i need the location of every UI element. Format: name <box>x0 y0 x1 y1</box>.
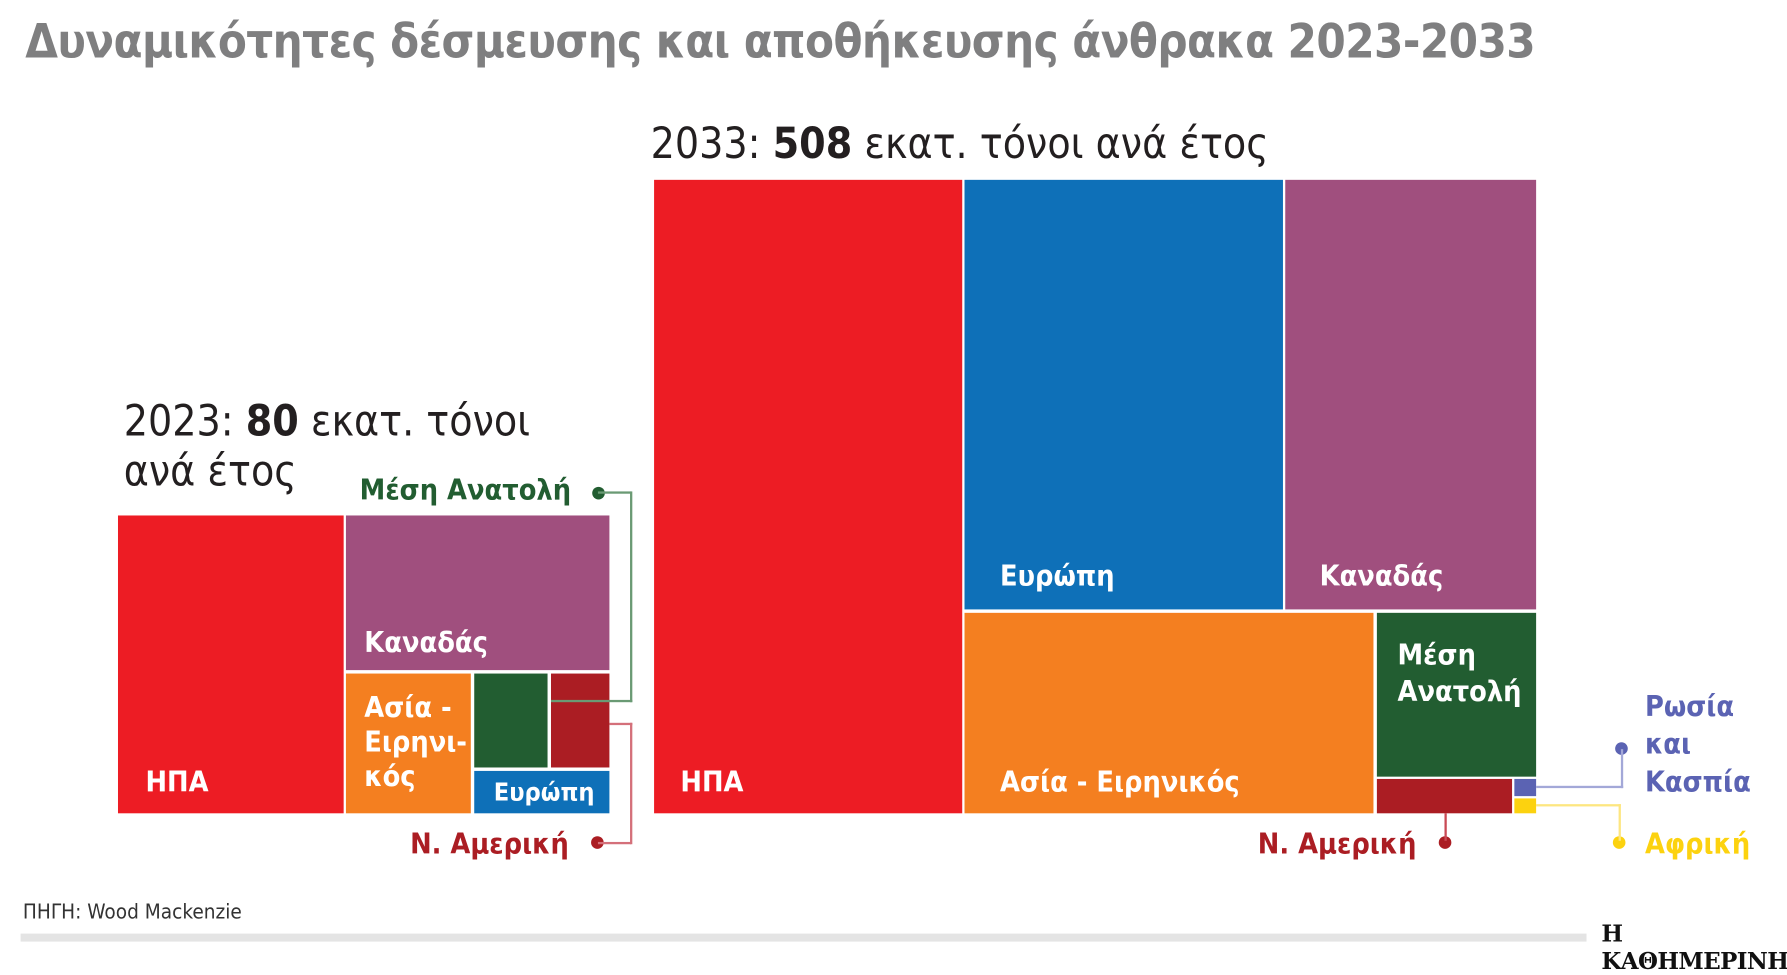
cell-2023-south-america <box>550 673 610 768</box>
label-2033-me-line2: Ανατολή <box>1397 674 1522 708</box>
callout-2023-south-america: Ν. Αμερική <box>410 827 569 861</box>
leader-line <box>597 491 632 494</box>
label-2033-me-line1: Μέση <box>1397 638 1476 672</box>
label-2023-asia-line3: κός <box>364 759 416 793</box>
leader-line <box>597 841 632 845</box>
cell-2023-canada <box>345 515 610 671</box>
chart-title: Δυναμικότητες δέσμευσης και αποθήκευσης … <box>25 13 1536 69</box>
label-2033-middle-east: Μέση Ανατολή <box>1398 637 1522 710</box>
callout-2033-africa: Αφρική <box>1644 827 1751 861</box>
leader-line <box>630 722 633 845</box>
callout-2033-russia-caspian: Ρωσία και Κασπία <box>1645 687 1751 800</box>
cell-2033-middle-east <box>1376 612 1537 777</box>
cell-2033-usa <box>654 179 963 814</box>
label-2023-asia-pacific: Ασία - Ειρηνι- κός <box>364 691 467 794</box>
total-2033: 2033: 508 εκατ. τόνοι ανά έτος <box>651 119 1269 169</box>
year-label-2023: 2023: <box>123 396 234 446</box>
cell-2033-south-america <box>1376 778 1513 814</box>
label-2023-asia-line1: Ασία - <box>364 690 452 724</box>
callout-dot-2033-russia <box>1615 742 1628 755</box>
publisher-logo: Η ΚΑΘΗΜΕΡΙΝΗ <box>1601 919 1787 975</box>
cell-2023-asia-pacific <box>345 673 471 814</box>
cell-2023-usa <box>117 515 344 814</box>
infographic: Δυναμικότητες δέσμευσης και αποθήκευσης … <box>20 13 1787 975</box>
callout-2023-middle-east: Μέση Ανατολή <box>359 473 572 507</box>
callout-russia-line3: Κασπία <box>1644 765 1751 799</box>
label-2033-asia-pacific: Ασία - Ειρηνικός <box>1000 765 1240 799</box>
callout-russia-line1: Ρωσία <box>1644 689 1735 723</box>
total-2023: 2023: 80 εκατ. τόνοι ανά έτος <box>124 396 530 497</box>
total-unit-2023-line2: ανά έτος <box>123 446 297 497</box>
label-2023-canada: Καναδάς <box>364 625 488 659</box>
cell-2033-russia-caspian <box>1514 778 1537 797</box>
callout-dot-2033-south-america <box>1438 836 1452 849</box>
callout-2033-south-america: Ν. Αμερική <box>1257 827 1417 861</box>
total-unit-2033: εκατ. τόνοι ανά έτος <box>864 119 1269 169</box>
year-label-2033: 2033: <box>650 119 761 169</box>
label-2033-canada: Καναδάς <box>1319 559 1444 593</box>
cell-2033-africa <box>1514 798 1537 814</box>
leader-line <box>1444 813 1447 841</box>
callout-russia-line2: και <box>1644 727 1691 761</box>
label-2023-asia-line2: Ειρηνι- <box>364 725 468 759</box>
callout-dot-2023-south-america <box>591 836 604 849</box>
label-2033-usa: ΗΠΑ <box>680 765 744 799</box>
total-value-2033: 508 <box>772 119 853 169</box>
cell-2033-europe <box>964 179 1283 610</box>
label-2023-europe: Ευρώπη <box>493 778 595 808</box>
leader-line <box>609 722 633 726</box>
callout-dot-2033-africa <box>1612 836 1626 849</box>
cell-2033-canada <box>1285 179 1537 610</box>
footer-divider <box>20 933 1587 942</box>
leader-line <box>1536 804 1621 807</box>
total-value-2023: 80 <box>245 396 299 446</box>
total-unit-2023: εκατ. τόνοι <box>310 396 531 446</box>
cell-2023-europe <box>474 770 610 814</box>
leader-line <box>550 699 633 703</box>
leader-line <box>630 491 633 703</box>
source-note: ΠΗΓΗ: Wood Mackenzie <box>22 900 242 925</box>
leader-line <box>1536 785 1624 789</box>
cell-2033-asia-pacific <box>964 612 1374 814</box>
leader-line <box>1618 804 1621 841</box>
label-2023-usa: ΗΠΑ <box>145 765 209 799</box>
cell-2023-middle-east <box>474 673 548 768</box>
label-2033-europe: Ευρώπη <box>1000 559 1115 593</box>
leader-line <box>1620 749 1624 789</box>
